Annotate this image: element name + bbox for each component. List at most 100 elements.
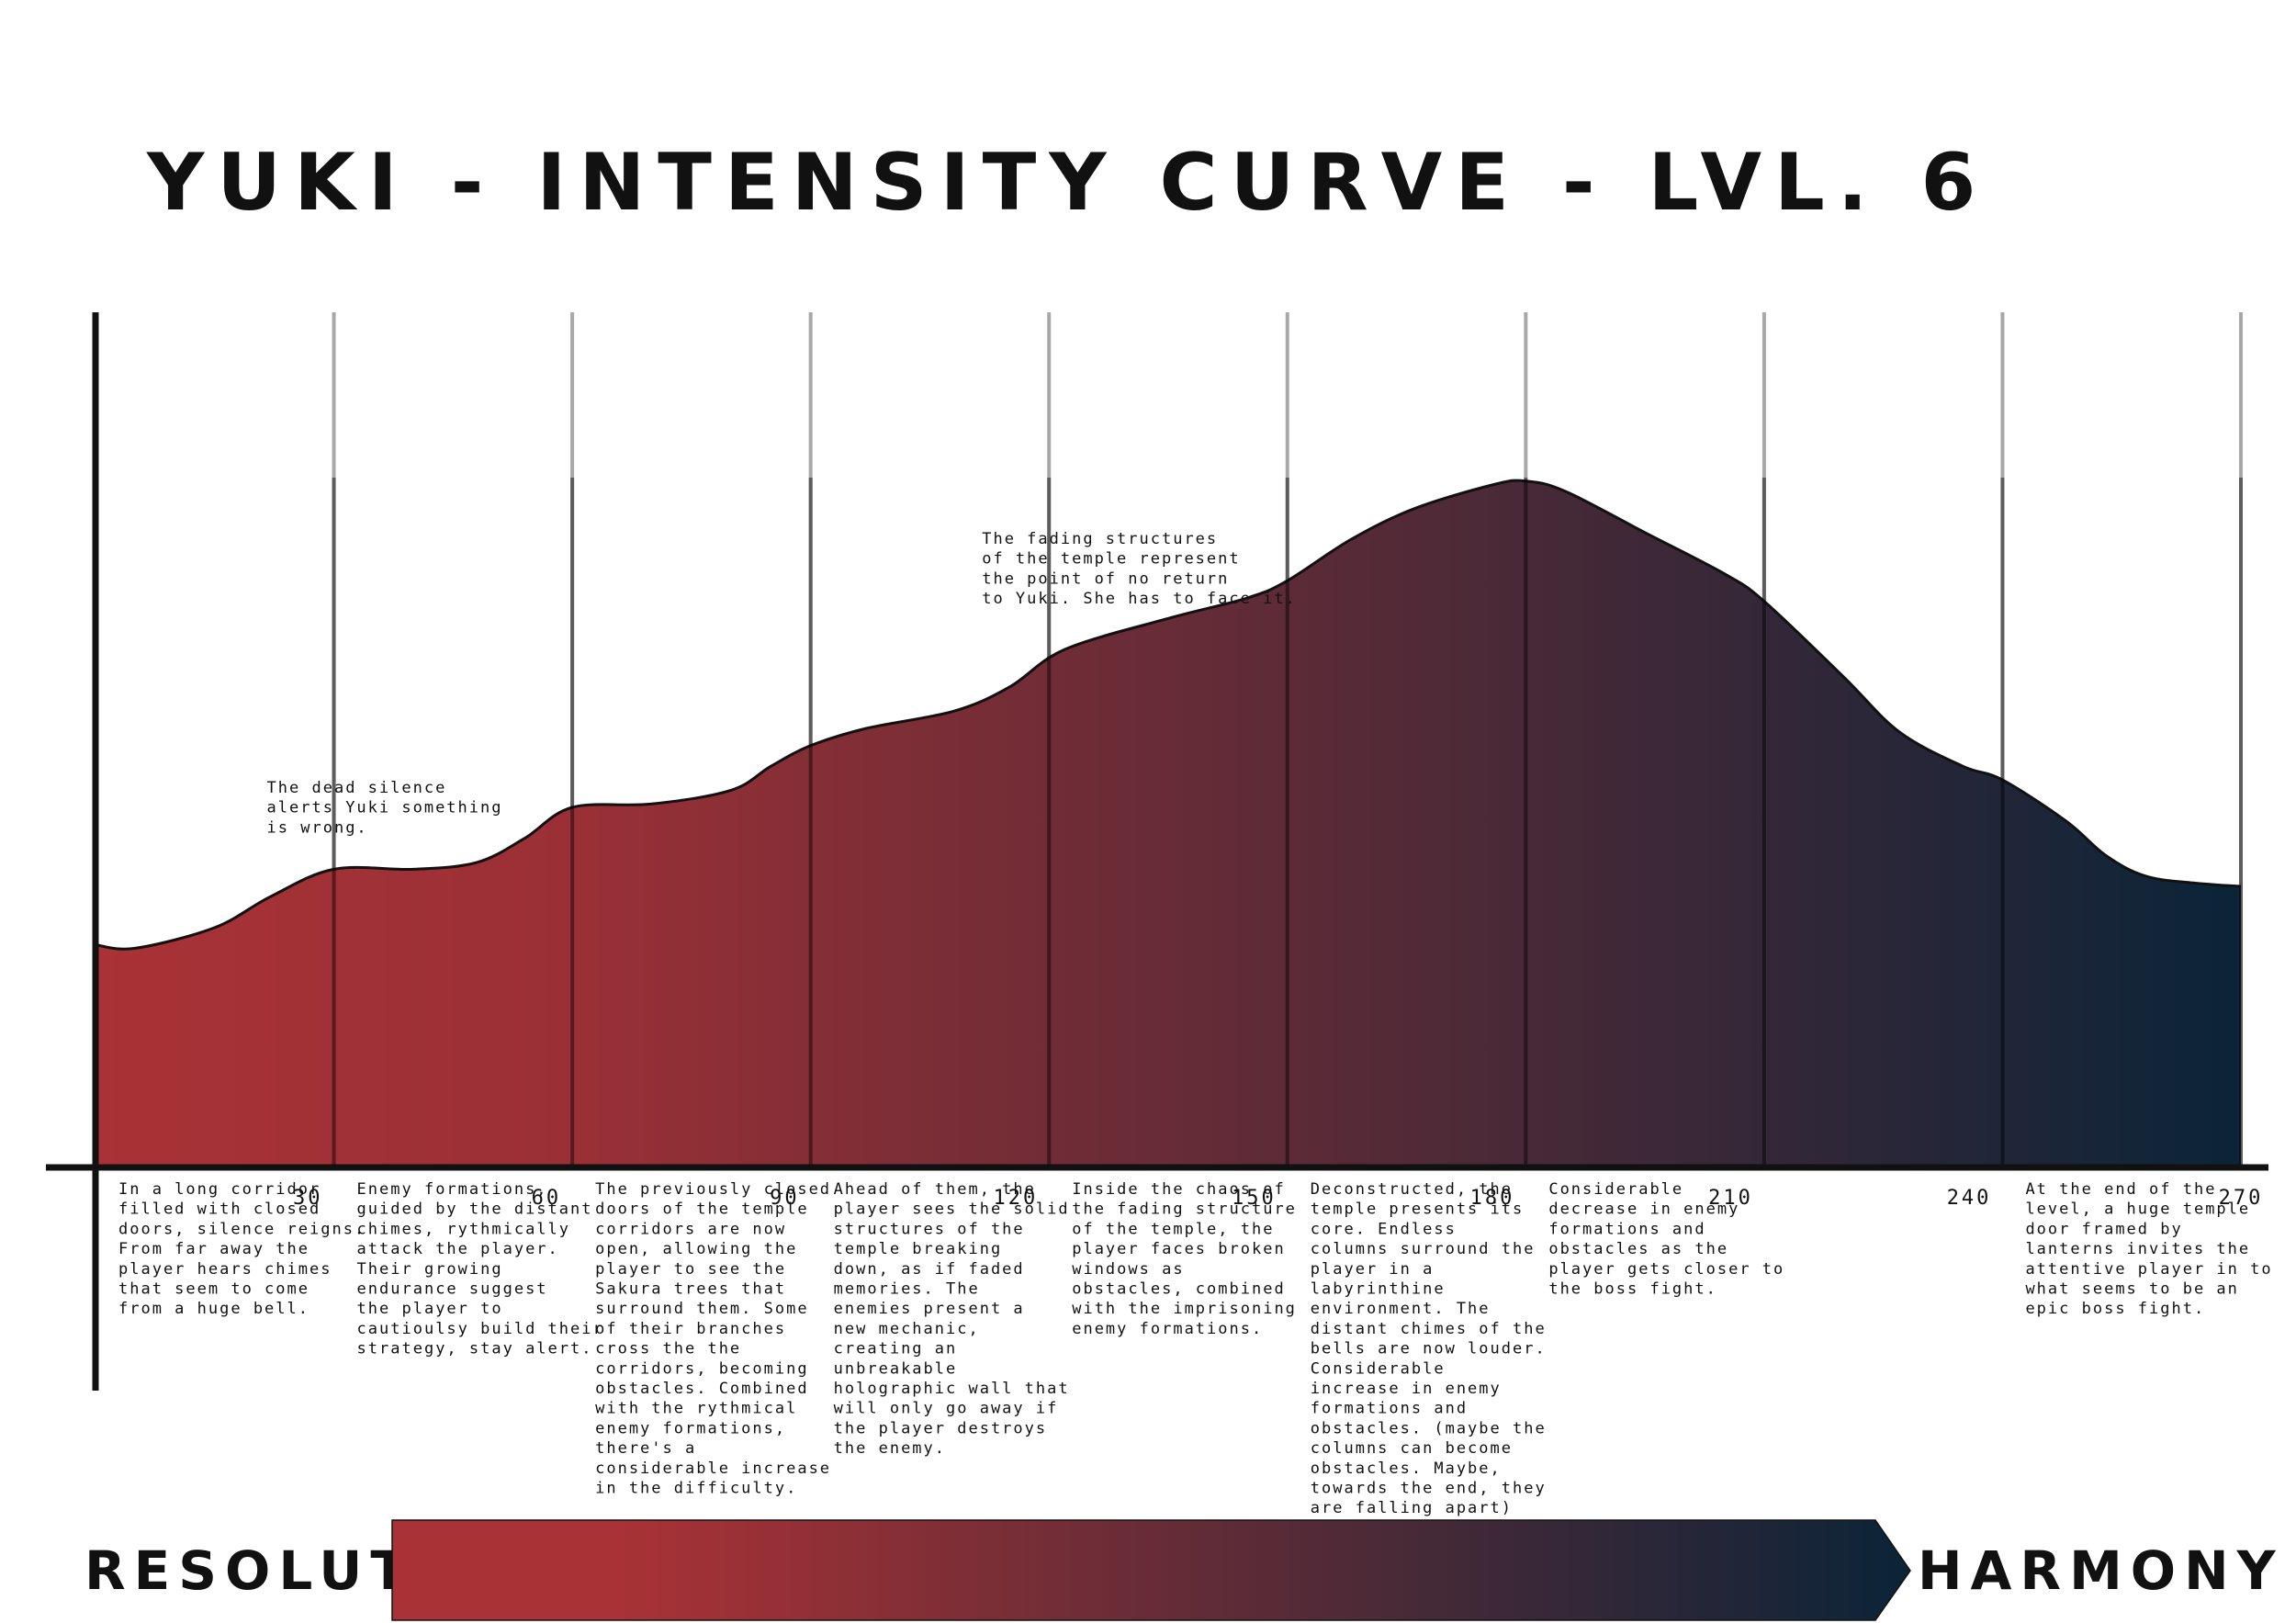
curve-annotations: The dead silence alerts Yuki somethingis …: [267, 530, 1297, 837]
segment-description-line: player hears chimes: [118, 1260, 332, 1279]
segment-description-line: doors of the temple: [595, 1200, 808, 1219]
segment-description-line: formations and: [1548, 1220, 1705, 1238]
segment-description-line: from a huge bell.: [118, 1300, 310, 1318]
segment-description-line: obstacles, combined: [1072, 1280, 1285, 1299]
segment-description-line: attentive player in to: [2025, 1260, 2272, 1279]
legend-start-label: RESOLUTE: [84, 1539, 460, 1602]
segment-description-line: doors, silence reigns.: [118, 1220, 366, 1238]
segment-description-line: surround them. Some: [595, 1300, 808, 1318]
segment-description-line: with the rythmical: [595, 1400, 797, 1418]
segment-description-line: the enemy.: [834, 1439, 946, 1458]
segment-description-line: player gets closer to: [1548, 1260, 1784, 1279]
segment-description-line: enemy formations,: [595, 1419, 786, 1437]
segment-description-line: will only go away if: [834, 1400, 1059, 1418]
x-tick-label: 60: [532, 1187, 562, 1210]
segment-description-line: the boss fight.: [1548, 1280, 1717, 1299]
segment-description-line: the player to: [357, 1300, 503, 1318]
x-tick-label: 210: [1708, 1187, 1753, 1210]
segment-description-line: holographic wall that: [834, 1380, 1070, 1398]
segment-description-line: temple presents its: [1311, 1200, 1524, 1219]
annotation-line: is wrong.: [267, 818, 368, 837]
segment-description-line: there's a: [595, 1439, 696, 1458]
segment-description-line: In a long corridor: [118, 1180, 321, 1199]
segment-description-line: bells are now louder.: [1311, 1340, 1547, 1358]
segment-description-line: obstacles as the: [1548, 1240, 1728, 1258]
segment-description-line: Enemy formations,: [357, 1180, 548, 1199]
segment-description-line: distant chimes of the: [1311, 1320, 1547, 1338]
annotation-line: alerts Yuki something: [267, 799, 503, 817]
segment-description-line: open, allowing the: [595, 1240, 797, 1258]
segment-description-line: strategy, stay alert.: [357, 1340, 593, 1358]
intensity-area: [96, 480, 2241, 1165]
segment-description-line: Considerable: [1311, 1359, 1446, 1378]
segment-description-line: player faces broken: [1072, 1240, 1285, 1258]
legend-end-label: HARMONY: [1918, 1539, 2284, 1602]
segment-description-line: Their growing: [357, 1260, 503, 1279]
segment-description-line: of their branches: [595, 1320, 786, 1338]
segment-description-line: The previously closed: [595, 1180, 831, 1199]
segment-description-line: structures of the: [834, 1220, 1025, 1238]
segment-description-line: considerable increase: [595, 1460, 831, 1478]
segment-description-line: the player destroys: [834, 1419, 1047, 1437]
segment-description-line: formations and: [1311, 1400, 1468, 1418]
x-tick-label: 120: [993, 1187, 1038, 1210]
segment-description-line: core. Endless: [1311, 1220, 1457, 1238]
segment-description-line: environment. The: [1311, 1300, 1491, 1318]
segment-description-line: enemies present a: [834, 1300, 1025, 1318]
segment-description-line: decrease in enemy: [1548, 1200, 1739, 1219]
segment-description-line: player sees the solid: [834, 1200, 1070, 1219]
segment-description-line: new mechanic,: [834, 1320, 980, 1338]
segment-description-line: door framed by: [2025, 1220, 2182, 1238]
segment-description-line: temple breaking: [834, 1240, 1003, 1258]
segment-description-line: endurance suggest: [357, 1280, 548, 1299]
segment-description-line: in the difficulty.: [595, 1480, 797, 1498]
legend-gradient-arrow: [391, 1519, 1911, 1621]
segment-description-line: epic boss fight.: [2025, 1300, 2205, 1318]
segment-description-line: towards the end, they: [1311, 1480, 1547, 1498]
segment-description-line: Ahead of them, the: [834, 1180, 1036, 1199]
segment-description-line: level, a huge temple: [2025, 1200, 2250, 1219]
x-tick-label: 90: [770, 1187, 800, 1210]
segment-description-line: player to see the: [595, 1260, 786, 1279]
annotation-line: The fading structures: [982, 530, 1218, 548]
segment-description-line: creating an: [834, 1340, 958, 1358]
segment-description-line: cautioulsy build their: [357, 1320, 604, 1338]
segment-description-line: windows as: [1072, 1260, 1184, 1279]
gridlines-over-area: [332, 478, 2243, 1165]
segment-description-line: Deconstructed, the: [1311, 1180, 1513, 1199]
segment-description-line: down, as if faded: [834, 1260, 1025, 1279]
segment-description-line: attack the player.: [357, 1240, 559, 1258]
x-tick-label: 150: [1232, 1187, 1277, 1210]
x-tick-label: 180: [1470, 1187, 1515, 1210]
segment-description-line: obstacles. Maybe,: [1311, 1460, 1502, 1478]
annotation-line: to Yuki. She has to face it.: [982, 590, 1297, 608]
segment-description-line: Considerable: [1548, 1180, 1683, 1199]
annotation-line: the point of no return: [982, 569, 1229, 588]
segment-description-line: chimes, rythmically: [357, 1220, 570, 1238]
segment-description-line: memories. The: [834, 1280, 980, 1299]
segment-description-line: of the temple, the: [1072, 1220, 1274, 1238]
segment-description-line: obstacles. (maybe the: [1311, 1419, 1547, 1437]
segment-description-line: corridors are now: [595, 1220, 786, 1238]
segment-description-line: columns can become: [1311, 1439, 1513, 1458]
annotation-line: of the temple represent: [982, 550, 1240, 569]
segment-description-line: At the end of the: [2025, 1180, 2216, 1199]
segment-description-line: corridors, becoming: [595, 1359, 808, 1378]
segment-description-line: player in a: [1311, 1260, 1435, 1279]
segment-description-line: that seem to come: [118, 1280, 310, 1299]
segment-description-line: filled with closed: [118, 1200, 321, 1219]
segment-description-line: Inside the chaos of: [1072, 1180, 1285, 1199]
x-tick-labels: 30 60 90 120 150 180 210 240 270: [293, 1187, 2264, 1210]
x-tick-label: 30: [293, 1187, 323, 1210]
segment-description-line: obstacles. Combined: [595, 1380, 808, 1398]
chart-title: YUKI - INTENSITY CURVE - LVL. 6: [146, 137, 1988, 229]
segment-description-line: what seems to be an: [2025, 1280, 2238, 1299]
segment-description-line: enemy formations.: [1072, 1320, 1263, 1338]
segment-description-line: From far away the: [118, 1240, 310, 1258]
segment-description-line: Sakura trees that: [595, 1280, 786, 1299]
segment-description-line: cross the the: [595, 1340, 741, 1358]
segment-description-line: columns surround the: [1311, 1240, 1536, 1258]
x-tick-label: 270: [2219, 1187, 2264, 1210]
